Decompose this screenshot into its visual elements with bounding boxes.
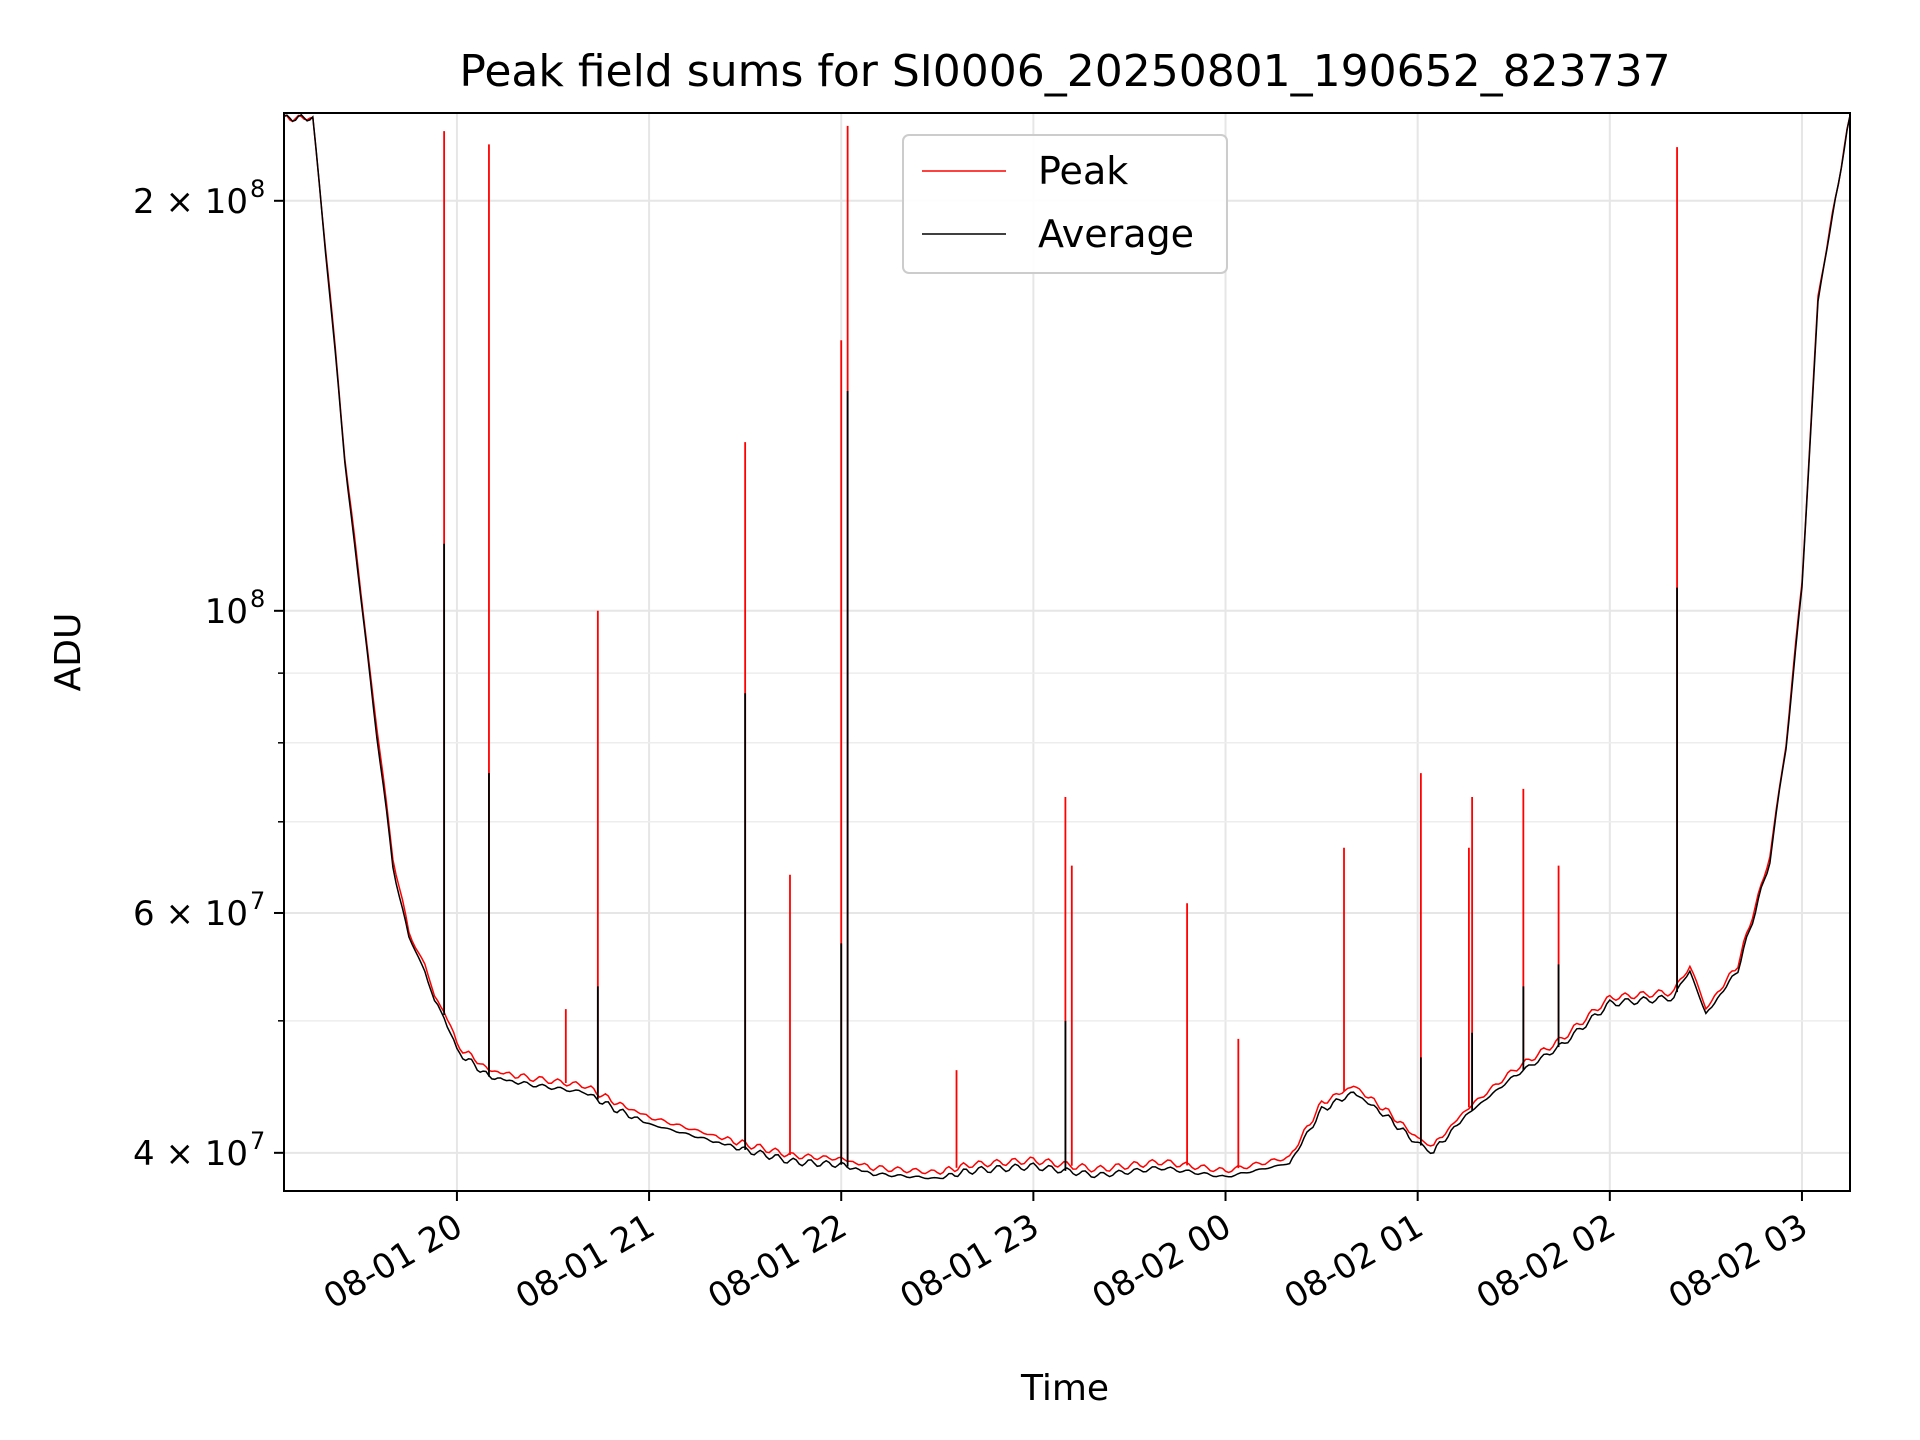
y-tick-label: 10 xyxy=(205,592,248,632)
x-axis-label: Time xyxy=(1020,1368,1109,1409)
plot-frame xyxy=(283,112,1851,1192)
y-axis-label: ADU xyxy=(48,613,89,692)
y-tick-label: 4 × 10 xyxy=(133,1134,248,1174)
legend-box xyxy=(902,134,1228,274)
y-tick-exponent: 7 xyxy=(250,887,265,915)
y-tick-label: 6 × 10 xyxy=(133,894,248,934)
y-axis: 4 × 10 76 × 10 710 82 × 10 8 xyxy=(133,175,284,1174)
series-line-peak xyxy=(284,114,1850,1175)
legend-peak-label: Peak xyxy=(1038,149,1128,193)
y-tick-exponent: 8 xyxy=(250,175,265,203)
grid xyxy=(284,113,1850,1191)
legend-average-label: Average xyxy=(1038,212,1194,256)
chart-title: Peak field sums for SI0006_20250801_1906… xyxy=(459,46,1670,97)
y-tick-label: 2 × 10 xyxy=(133,182,248,222)
series-group xyxy=(284,113,1850,1180)
y-tick-exponent: 8 xyxy=(250,585,265,613)
series-line-average xyxy=(284,113,1850,1180)
legend: Peak Average xyxy=(902,134,1228,274)
y-tick-exponent: 7 xyxy=(250,1127,265,1155)
